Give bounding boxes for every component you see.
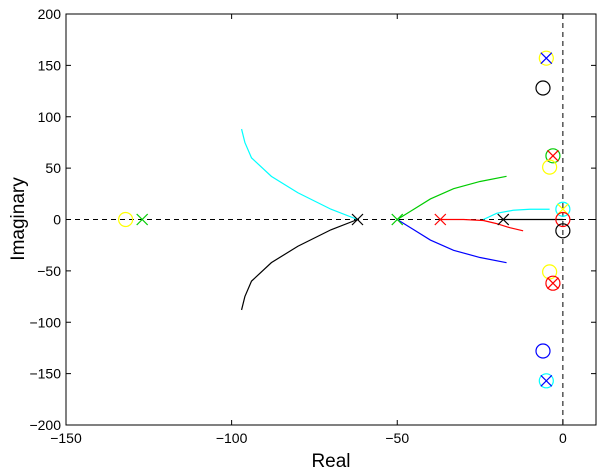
y-tick-label: −150 [29, 366, 61, 382]
pole-marker-stroke [391, 213, 404, 226]
pole-marker-stroke [540, 52, 553, 65]
y-tick-label: 200 [38, 6, 62, 22]
locus-branch [440, 218, 524, 232]
zero-marker [555, 201, 571, 217]
zero-marker [542, 264, 558, 280]
pole-marker [391, 213, 404, 226]
y-tick-label: 0 [53, 212, 61, 228]
y-tick-labels: −200 −150 −100 −50 0 50 100 150 200 [29, 6, 61, 433]
locus-branch [240, 128, 358, 221]
zero-marker [538, 373, 554, 389]
pole-marker-stroke [547, 149, 559, 162]
pole-marker [540, 52, 553, 65]
locus-branches [240, 128, 563, 311]
x-tick-labels: −150 −100 −50 0 [50, 430, 567, 446]
pole-marker-stroke [351, 213, 364, 226]
pole-marker-stroke [497, 213, 510, 226]
zero-marker [535, 343, 551, 359]
y-tick-label: 100 [38, 109, 62, 125]
pole-marker [351, 213, 364, 226]
zero-marker [542, 159, 558, 175]
pole-marker-stroke [540, 374, 553, 387]
locus-branch [396, 175, 507, 221]
zero-marker [555, 211, 571, 228]
x-axis-title: Real [311, 451, 350, 472]
pole-marker [540, 374, 553, 387]
pole-marker [434, 213, 447, 226]
zero-marker [555, 223, 571, 239]
pole-marker [547, 149, 559, 162]
y-tick-label: −200 [29, 417, 61, 433]
y-tick-label: −50 [37, 263, 61, 279]
y-tick-label: 50 [45, 160, 61, 176]
zero-marker [118, 211, 134, 228]
zero-marker [535, 80, 551, 96]
zero-marker [545, 148, 561, 164]
pole-zero-markers [118, 50, 571, 389]
x-tick-label: 0 [559, 430, 567, 446]
x-tick-label: −50 [385, 430, 409, 446]
y-axis-title: Imaginary [8, 177, 29, 261]
locus-branch [396, 218, 507, 264]
locus-branch [240, 218, 358, 311]
y-tick-label: 150 [38, 57, 62, 73]
x-tick-label: −100 [216, 430, 248, 446]
pole-marker [547, 277, 559, 290]
pole-marker-stroke [547, 277, 559, 290]
x-tick-label: −150 [50, 430, 82, 446]
pole-marker-stroke [136, 213, 149, 226]
pole-marker-stroke [434, 213, 447, 226]
zero-marker [545, 275, 561, 291]
locus-branch [483, 208, 550, 221]
zero-marker [538, 50, 554, 66]
y-tick-label: −100 [29, 314, 61, 330]
pole-marker [136, 213, 149, 226]
pole-marker [497, 213, 510, 226]
axis-ticks [65, 13, 596, 426]
